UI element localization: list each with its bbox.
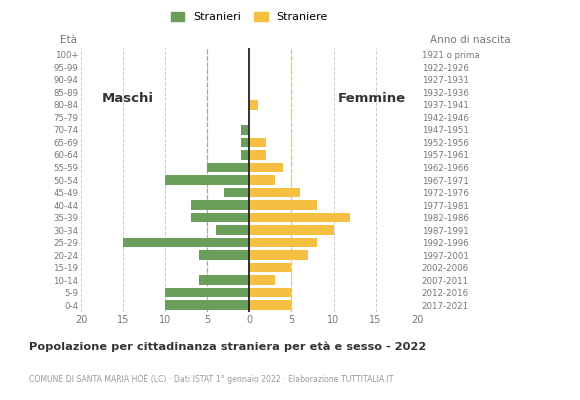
Text: Anno di nascita: Anno di nascita xyxy=(430,36,511,46)
Bar xyxy=(249,263,291,272)
Bar xyxy=(249,138,266,147)
Text: Età: Età xyxy=(60,36,77,46)
Text: Femmine: Femmine xyxy=(338,92,406,105)
Bar xyxy=(241,150,249,160)
Bar xyxy=(199,275,249,285)
Bar xyxy=(249,175,275,185)
Bar xyxy=(216,225,249,235)
Bar xyxy=(249,238,317,248)
Bar xyxy=(249,163,283,172)
Bar xyxy=(249,225,334,235)
Legend: Stranieri, Straniere: Stranieri, Straniere xyxy=(166,8,332,27)
Bar xyxy=(249,150,266,160)
Bar xyxy=(224,188,249,197)
Bar xyxy=(249,300,291,310)
Bar xyxy=(123,238,249,248)
Bar xyxy=(165,300,249,310)
Bar xyxy=(190,213,249,222)
Bar xyxy=(199,250,249,260)
Bar xyxy=(241,138,249,147)
Bar xyxy=(165,288,249,298)
Bar xyxy=(249,200,317,210)
Text: Popolazione per cittadinanza straniera per età e sesso - 2022: Popolazione per cittadinanza straniera p… xyxy=(29,342,426,352)
Bar xyxy=(190,200,249,210)
Bar xyxy=(249,213,350,222)
Bar xyxy=(249,250,309,260)
Text: Maschi: Maschi xyxy=(102,92,154,105)
Bar xyxy=(249,288,291,298)
Bar xyxy=(249,188,300,197)
Bar xyxy=(249,275,275,285)
Bar xyxy=(207,163,249,172)
Text: COMUNE DI SANTA MARIA HOÈ (LC) · Dati ISTAT 1° gennaio 2022 · Elaborazione TUTTI: COMUNE DI SANTA MARIA HOÈ (LC) · Dati IS… xyxy=(29,374,393,384)
Bar xyxy=(241,125,249,135)
Bar xyxy=(249,100,258,110)
Bar xyxy=(165,175,249,185)
